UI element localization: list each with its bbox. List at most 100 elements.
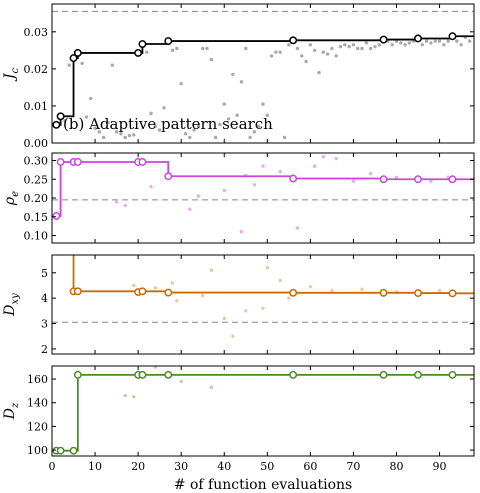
- trial-point: [175, 298, 179, 303]
- improvement-marker: [138, 370, 147, 379]
- trial-point: [188, 135, 192, 140]
- y-tick-label: 0.10: [24, 230, 49, 243]
- trial-point: [368, 171, 373, 176]
- trial-point: [244, 309, 248, 313]
- y-tick-label: 0.15: [24, 211, 49, 224]
- trial-point: [265, 265, 270, 270]
- improvement-marker: [414, 370, 422, 379]
- improvement-marker: [138, 287, 147, 296]
- trial-point: [325, 52, 330, 56]
- x-tick-label: 50: [260, 460, 274, 473]
- trial-point: [97, 130, 102, 134]
- trial-point: [248, 135, 252, 140]
- trial-point: [239, 230, 244, 234]
- trial-point: [170, 48, 175, 53]
- trial-point: [356, 46, 360, 51]
- panel-frame: [51, 3, 475, 144]
- improvement-marker: [289, 174, 298, 183]
- trial-point: [261, 306, 265, 311]
- x-tick-label: 80: [389, 460, 403, 473]
- trial-point: [244, 46, 248, 51]
- trial-point: [304, 59, 308, 64]
- trial-point: [157, 128, 162, 132]
- trial-point: [114, 130, 119, 134]
- trial-point: [188, 207, 192, 211]
- trial-point: [433, 39, 437, 43]
- trial-point: [429, 41, 433, 45]
- trial-point: [149, 185, 153, 189]
- improvement-marker: [138, 158, 147, 166]
- trial-point: [424, 39, 429, 43]
- x-tick-label: 10: [88, 460, 102, 473]
- trial-point: [132, 283, 136, 288]
- trial-point: [261, 164, 265, 168]
- y-tick-label: 0.02: [24, 63, 49, 76]
- trial-point: [201, 293, 205, 298]
- trial-point: [175, 46, 179, 51]
- y-axis-label: ρe: [2, 191, 21, 206]
- improvement-marker: [73, 287, 82, 296]
- trial-point: [179, 81, 183, 86]
- trial-point: [222, 188, 226, 193]
- y-tick-label: 0.25: [24, 173, 49, 186]
- improvement-marker: [289, 288, 298, 297]
- y-tick-label: 3: [41, 318, 48, 331]
- trial-point: [300, 54, 304, 58]
- best-so-far-line: [56, 35, 474, 126]
- y-tick-label: 160: [27, 373, 48, 386]
- improvement-marker: [73, 48, 82, 57]
- trial-point: [459, 43, 463, 47]
- panel-Dz: 100 120 140 160 Dz 0 10 20 30 40 50 60 70 80 90 # of fu…: [2, 365, 475, 493]
- trial-point: [334, 156, 338, 161]
- trial-point: [429, 179, 433, 183]
- trial-point: [312, 164, 317, 168]
- improvement-marker: [164, 37, 173, 46]
- trial-point: [153, 124, 158, 129]
- trial-point: [252, 130, 257, 134]
- trial-point: [308, 43, 313, 47]
- y-tick-label: 140: [27, 397, 48, 410]
- trial-point: [278, 50, 282, 54]
- trial-point: [213, 135, 218, 140]
- panel-annotation: (b) Adaptive pattern search: [63, 115, 273, 133]
- y-tick-label: 0.20: [24, 192, 49, 205]
- improvement-marker: [414, 34, 422, 43]
- trial-point: [437, 288, 442, 293]
- trial-point: [110, 63, 114, 67]
- trial-point: [153, 286, 158, 290]
- x-tick-label: 60: [303, 460, 317, 473]
- improvement-marker: [379, 175, 388, 184]
- trial-point: [330, 46, 334, 51]
- trial-point: [93, 126, 97, 130]
- x-tick-label: 70: [346, 460, 360, 473]
- trial-point: [196, 124, 201, 129]
- trial-point: [80, 61, 84, 66]
- trial-point: [123, 393, 127, 398]
- trial-point: [209, 57, 214, 62]
- trial-point: [218, 122, 222, 127]
- trial-point: [278, 170, 282, 174]
- x-tick-label: 30: [174, 460, 188, 473]
- trial-point: [360, 287, 364, 291]
- trial-point: [119, 132, 123, 136]
- trial-point: [179, 379, 183, 384]
- trial-point: [437, 39, 442, 43]
- improvement-marker: [448, 32, 457, 41]
- trial-point: [312, 48, 317, 53]
- y-tick-label: 4: [41, 292, 48, 305]
- trial-point: [364, 41, 369, 45]
- trial-point: [114, 200, 119, 204]
- trial-point: [201, 46, 205, 51]
- trial-point: [321, 155, 325, 159]
- trial-point: [351, 43, 356, 47]
- improvement-marker: [164, 370, 173, 379]
- trial-point: [420, 43, 425, 47]
- trial-point: [360, 46, 364, 51]
- panel-Jc: 0.00 0.01 0.02 0.03 Jc (b) Adaptive pattern s…: [2, 3, 475, 150]
- trial-point: [343, 43, 347, 47]
- trial-point: [347, 44, 351, 49]
- x-tick-label: 20: [131, 460, 145, 473]
- improvement-marker: [448, 370, 457, 379]
- trial-point: [394, 175, 399, 180]
- trial-point: [209, 268, 214, 272]
